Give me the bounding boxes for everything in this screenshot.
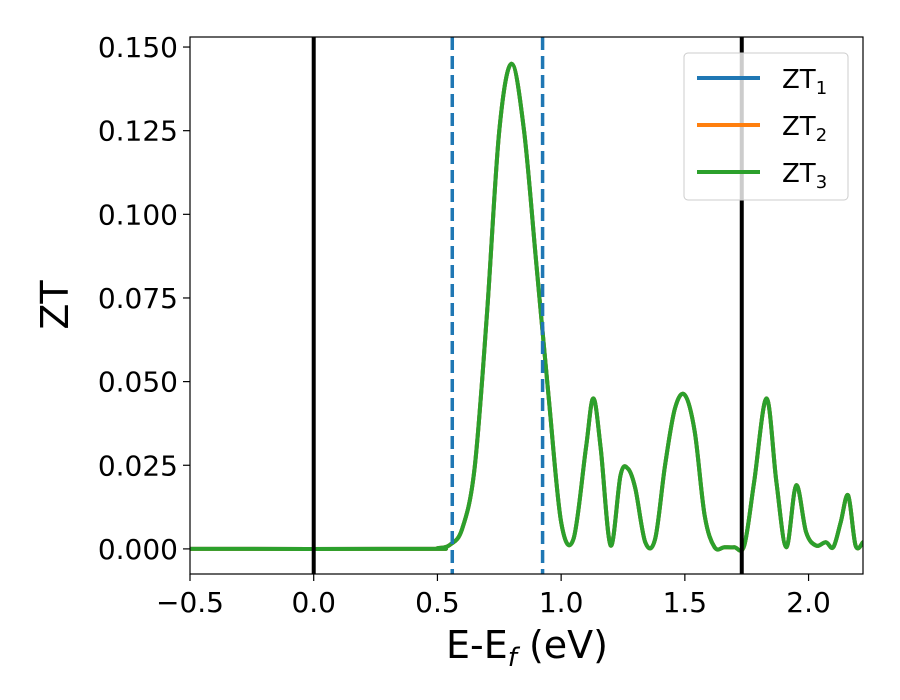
y-tick-label: 0.150 [98,31,178,64]
legend-box [683,52,849,201]
legend-label-zt2: ZT2 [782,112,827,146]
x-tick-label: 0.5 [415,586,460,619]
series-line-zt3 [190,61,863,553]
y-tick-label: 0.050 [98,366,178,399]
legend-label-zt3: ZT3 [782,159,827,193]
x-tick-label: 1.0 [539,586,584,619]
y-tick-label: 0.125 [98,115,178,148]
x-tick-label: −0.5 [156,586,224,619]
y-tick-label: 0.025 [98,449,178,482]
y-tick-label: 0.000 [98,533,178,566]
plot-frame [189,36,864,575]
series-layer [190,61,863,553]
y-tick-label: 0.075 [98,282,178,315]
legend-entries: ZT1 ZT2 ZT3 [697,65,827,193]
y-tick-label: 0.100 [98,198,178,231]
x-axis-ticks: −0.5 0.0 0.5 1.0 1.5 2.0 [156,574,831,619]
x-tick-label: 1.5 [663,586,708,619]
x-axis-title-unit: (eV) [517,623,608,667]
x-axis-title-main: E-E [446,623,508,667]
x-axis-title: E-Ef (eV) [446,623,608,673]
legend-label-zt1: ZT1 [782,65,827,99]
y-axis-ticks: 0.000 0.025 0.050 0.075 0.100 0.125 0.150 [98,31,190,566]
x-tick-label: 2.0 [786,586,831,619]
y-axis-title: ZT [33,280,77,330]
x-tick-label: 0.0 [291,586,336,619]
legend: ZT1 ZT2 ZT3 [683,52,849,201]
